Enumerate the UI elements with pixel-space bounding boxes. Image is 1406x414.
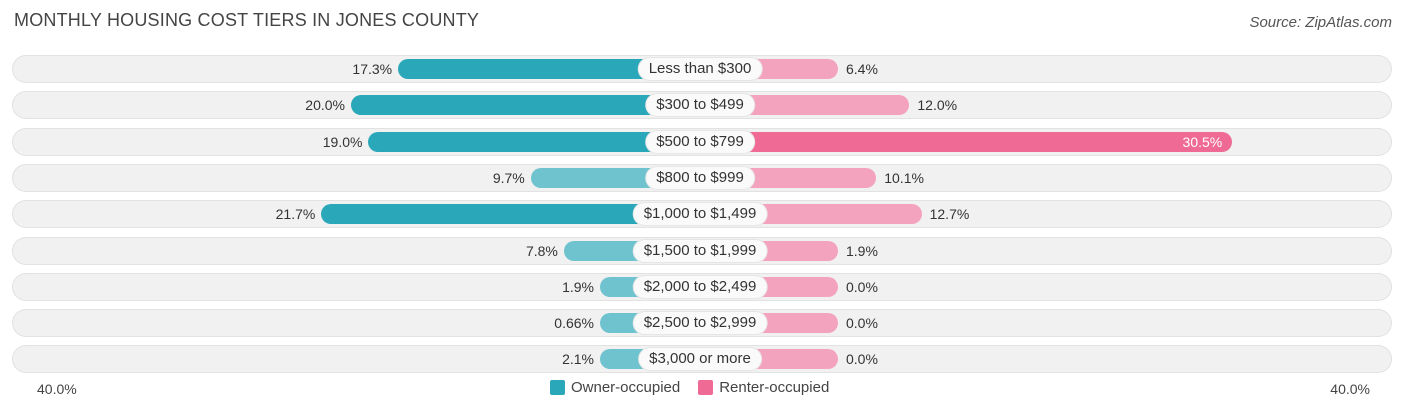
chart-row: 9.7% 10.1% $800 to $999	[12, 163, 1392, 192]
category-label: $3,000 or more	[639, 348, 761, 371]
chart-row: 0.66% 0.0% $2,500 to $2,999	[12, 309, 1392, 338]
legend-swatch-owner	[550, 380, 565, 395]
chart-row: 2.1% 0.0% $3,000 or more	[12, 345, 1392, 374]
category-label: $800 to $999	[646, 166, 754, 189]
legend-item-owner: Owner-occupied	[550, 379, 680, 396]
value-label-owner: 9.7%	[492, 169, 525, 186]
value-label-owner: 21.7%	[275, 206, 316, 223]
value-label-renter: 10.1%	[884, 169, 924, 186]
value-label-renter: 12.7%	[929, 206, 970, 223]
chart-row: 7.8% 1.9% $1,500 to $1,999	[12, 236, 1392, 265]
bar-owner	[398, 59, 700, 79]
category-label: $2,000 to $2,499	[633, 275, 767, 298]
category-label: Less than $300	[638, 58, 762, 80]
category-label: $500 to $799	[646, 130, 754, 153]
chart-title: MONTHLY HOUSING COST TIERS IN JONES COUN…	[14, 10, 480, 30]
chart-row: 1.9% 0.0% $2,000 to $2,499	[12, 272, 1392, 301]
bar-renter	[700, 131, 1233, 152]
legend-swatch-renter	[698, 380, 714, 395]
value-label-owner: 7.8%	[525, 242, 558, 259]
bar-owner	[321, 204, 700, 225]
category-label: $1,500 to $1,999	[633, 239, 767, 262]
value-label-owner: 17.3%	[352, 61, 393, 77]
category-label: $300 to $499	[646, 94, 754, 117]
axis-left-label: 40.0%	[37, 381, 77, 397]
value-label-owner: 1.9%	[562, 278, 594, 295]
category-label: $2,500 to $2,999	[633, 312, 767, 335]
value-label-renter: 6.4%	[846, 61, 878, 77]
value-label-renter: 1.9%	[846, 242, 878, 259]
value-label-owner: 2.1%	[562, 351, 594, 368]
category-label: $1,000 to $1,499	[633, 203, 767, 226]
legend-label-owner: Owner-occupied	[571, 379, 681, 396]
value-label-owner: 0.66%	[554, 315, 594, 332]
axis-right-label: 40.0%	[1330, 381, 1370, 397]
value-label-renter: 30.5%	[1182, 133, 1223, 150]
source-label: Source: ZipAtlas.com	[1249, 14, 1392, 31]
bar-owner	[351, 95, 700, 116]
value-label-owner: 20.0%	[305, 97, 345, 114]
value-label-renter: 0.0%	[846, 315, 878, 332]
legend: Owner-occupied Renter-occupied	[550, 379, 829, 396]
value-label-renter: 0.0%	[846, 278, 878, 295]
chart-row: 17.3% 6.4% Less than $300	[12, 55, 1392, 83]
chart-row: 20.0% 12.0% $300 to $499	[12, 91, 1392, 120]
bar-owner	[368, 131, 700, 152]
value-label-owner: 19.0%	[322, 133, 363, 150]
legend-item-renter: Renter-occupied	[698, 379, 829, 396]
chart-row: 21.7% 12.7% $1,000 to $1,499	[12, 200, 1392, 229]
legend-label-renter: Renter-occupied	[719, 379, 830, 396]
chart-row: 19.0% 30.5% $500 to $799	[12, 127, 1392, 156]
value-label-renter: 0.0%	[846, 351, 878, 368]
value-label-renter: 12.0%	[917, 97, 958, 114]
